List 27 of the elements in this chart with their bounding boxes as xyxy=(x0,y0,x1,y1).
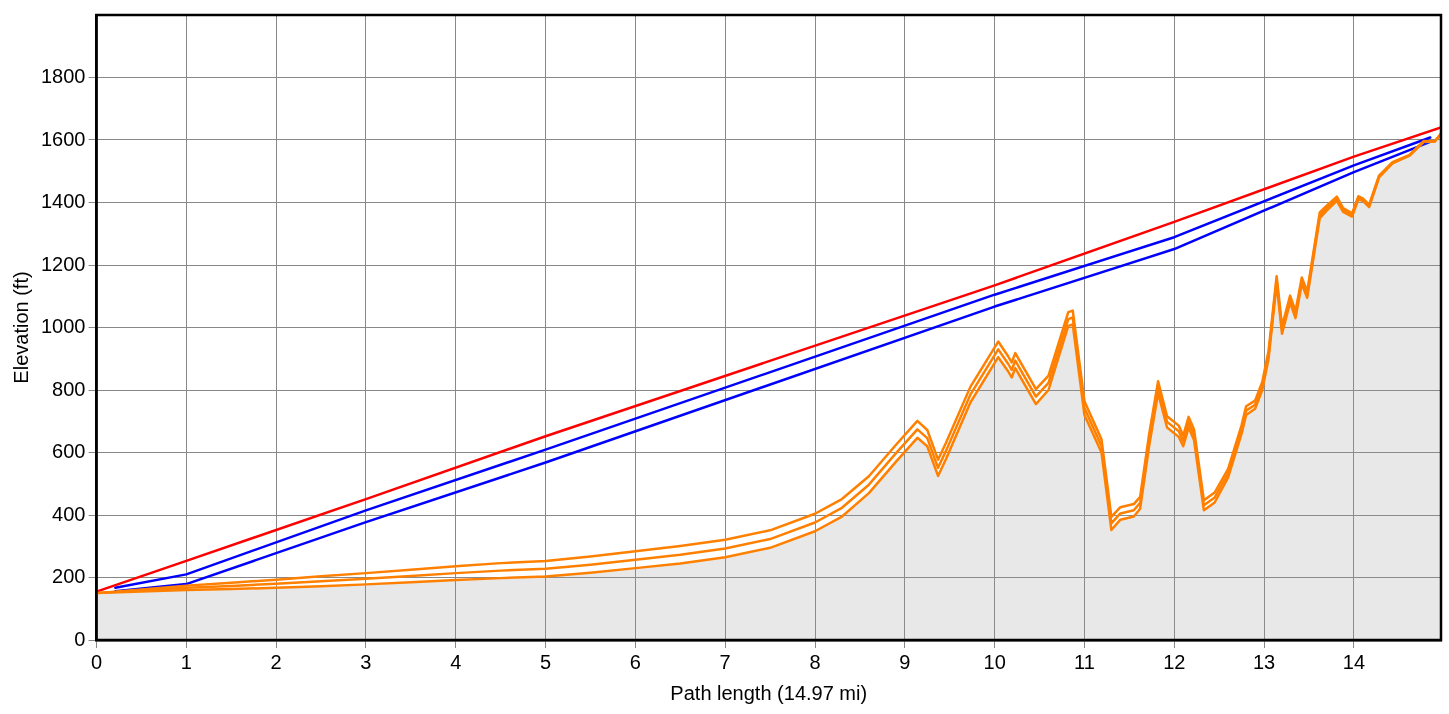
y-tick-label: 0 xyxy=(74,627,86,650)
y-tick-label: 400 xyxy=(52,502,86,525)
y-tick-label: 1800 xyxy=(40,65,86,88)
y-tick-label: 800 xyxy=(52,377,86,400)
y-tick-label: 1600 xyxy=(40,127,86,150)
x-tick-label: 12 xyxy=(1163,650,1186,673)
x-tick-label: 14 xyxy=(1342,650,1366,673)
x-tick-label: 6 xyxy=(629,650,641,673)
x-axis-title: Path length (14.97 mi) xyxy=(670,681,868,704)
y-axis-title: Elevation (ft) xyxy=(9,271,32,384)
y-tick-label: 1200 xyxy=(40,252,86,275)
x-tick-label: 3 xyxy=(360,650,372,673)
y-tick-label: 200 xyxy=(52,565,86,588)
x-tick-label: 5 xyxy=(540,650,552,673)
x-tick-label: 8 xyxy=(809,650,821,673)
x-tick-label: 1 xyxy=(180,650,192,673)
y-tick-label: 600 xyxy=(52,440,86,463)
x-tick-label: 0 xyxy=(90,650,103,673)
y-tick-label: 1000 xyxy=(40,315,86,338)
y-tick-label: 1400 xyxy=(40,190,86,213)
x-tick-label: 9 xyxy=(899,650,911,673)
x-tick-label: 2 xyxy=(270,650,282,673)
x-tick-label: 7 xyxy=(719,650,731,673)
x-tick-label: 11 xyxy=(1074,650,1095,673)
x-tick-label: 10 xyxy=(983,650,1006,673)
x-tick-label: 4 xyxy=(450,650,462,673)
x-tick-label: 13 xyxy=(1252,650,1276,673)
